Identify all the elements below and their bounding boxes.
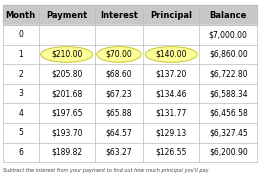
Bar [3, 25, 257, 45]
Text: $7,000.00: $7,000.00 [209, 30, 248, 39]
Text: 1: 1 [18, 50, 23, 59]
Text: $6,456.58: $6,456.58 [209, 109, 248, 118]
Text: Balance: Balance [210, 11, 247, 20]
Text: 2: 2 [18, 70, 23, 79]
Text: $140.00: $140.00 [155, 50, 187, 59]
Text: $189.82: $189.82 [51, 148, 82, 157]
Text: $129.13: $129.13 [156, 128, 187, 137]
Text: $6,860.00: $6,860.00 [209, 50, 248, 59]
Ellipse shape [41, 47, 93, 62]
Text: 6: 6 [18, 148, 23, 157]
Text: $210.00: $210.00 [51, 50, 82, 59]
Bar [3, 123, 257, 143]
Bar [3, 64, 257, 84]
Bar [3, 5, 257, 25]
Text: $131.77: $131.77 [155, 109, 187, 118]
Text: $205.80: $205.80 [51, 70, 82, 79]
Text: $6,588.34: $6,588.34 [209, 89, 248, 98]
Text: Month: Month [6, 11, 36, 20]
Text: $63.27: $63.27 [106, 148, 132, 157]
Text: $134.46: $134.46 [155, 89, 187, 98]
Text: $197.65: $197.65 [51, 109, 82, 118]
Text: $126.55: $126.55 [155, 148, 187, 157]
Text: 0: 0 [18, 30, 23, 39]
Text: 5: 5 [18, 128, 23, 137]
Bar [3, 45, 257, 64]
Text: Payment: Payment [46, 11, 87, 20]
Text: $6,327.45: $6,327.45 [209, 128, 248, 137]
Text: $6,722.80: $6,722.80 [209, 70, 248, 79]
Text: 4: 4 [18, 109, 23, 118]
Text: Principal: Principal [150, 11, 192, 20]
Text: $65.88: $65.88 [106, 109, 132, 118]
Text: $193.70: $193.70 [51, 128, 82, 137]
Text: $201.68: $201.68 [51, 89, 82, 98]
Bar [3, 84, 257, 103]
Text: $70.00: $70.00 [106, 50, 132, 59]
Text: Interest: Interest [100, 11, 138, 20]
Text: $64.57: $64.57 [106, 128, 132, 137]
Text: $67.23: $67.23 [106, 89, 132, 98]
Text: Subtract the interest from your payment to find out how much principal you'll pa: Subtract the interest from your payment … [3, 168, 208, 173]
Text: $137.20: $137.20 [155, 70, 187, 79]
Ellipse shape [97, 47, 141, 62]
Text: 3: 3 [18, 89, 23, 98]
Text: $68.60: $68.60 [106, 70, 132, 79]
Bar [3, 103, 257, 123]
Bar [3, 143, 257, 162]
Text: $6,200.90: $6,200.90 [209, 148, 248, 157]
Ellipse shape [145, 47, 197, 62]
